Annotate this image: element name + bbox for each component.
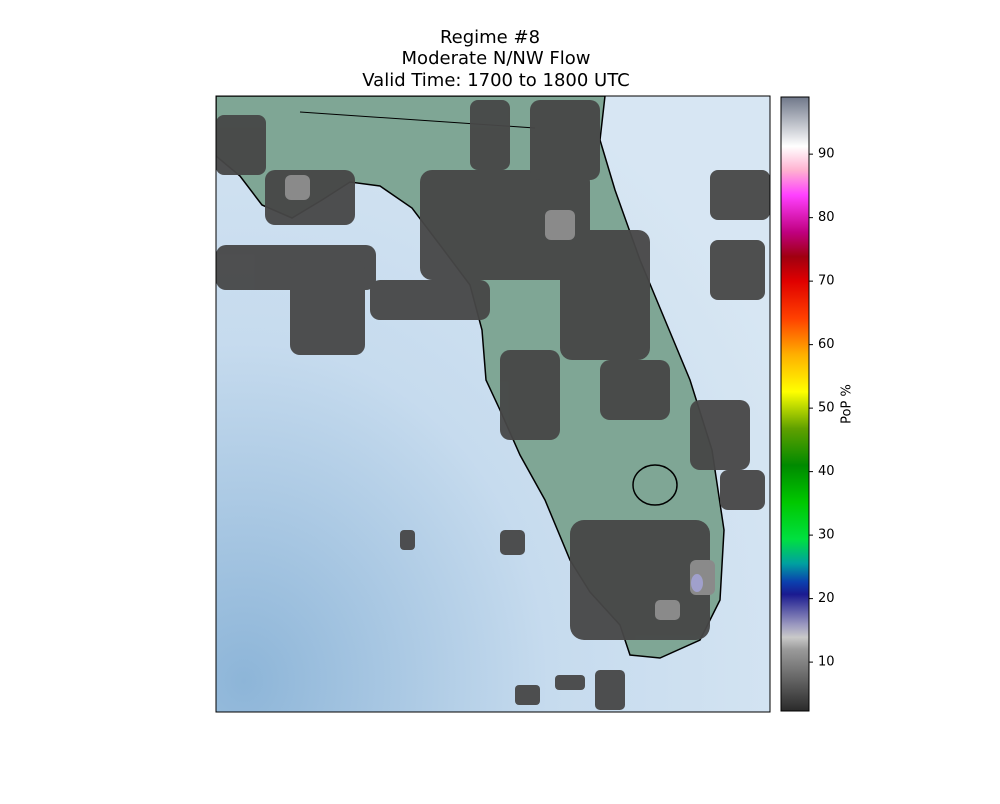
precip-peak: [691, 574, 703, 592]
colorbar-tick-label: 50: [818, 401, 835, 416]
colorbar-tick-label: 70: [818, 274, 835, 289]
colorbar-label: PoP %: [840, 384, 855, 424]
map: [216, 96, 770, 712]
colorbar-tick-label: 90: [818, 147, 835, 162]
colorbar: PoP % 10 20 30 40 50 60 70 80 90: [780, 96, 855, 712]
colorbar-ramp: [780, 96, 810, 712]
precip-cells: [216, 100, 770, 710]
title-line: Moderate N/NW Flow: [402, 48, 591, 69]
colorbar-tick-label: 40: [818, 464, 835, 479]
colorbar-tick-label: 10: [818, 655, 835, 670]
title-line: Valid Time: 1700 to 1800 UTC: [362, 70, 629, 91]
colorbar-tick-label: 20: [818, 591, 835, 606]
colorbar-tick-label: 60: [818, 337, 835, 352]
colorbar-tick-label: 30: [818, 528, 835, 543]
colorbar-tick-label: 80: [818, 210, 835, 225]
title-line: Regime #8: [440, 27, 540, 48]
map-frame: [215, 95, 771, 713]
lake: [632, 464, 678, 506]
